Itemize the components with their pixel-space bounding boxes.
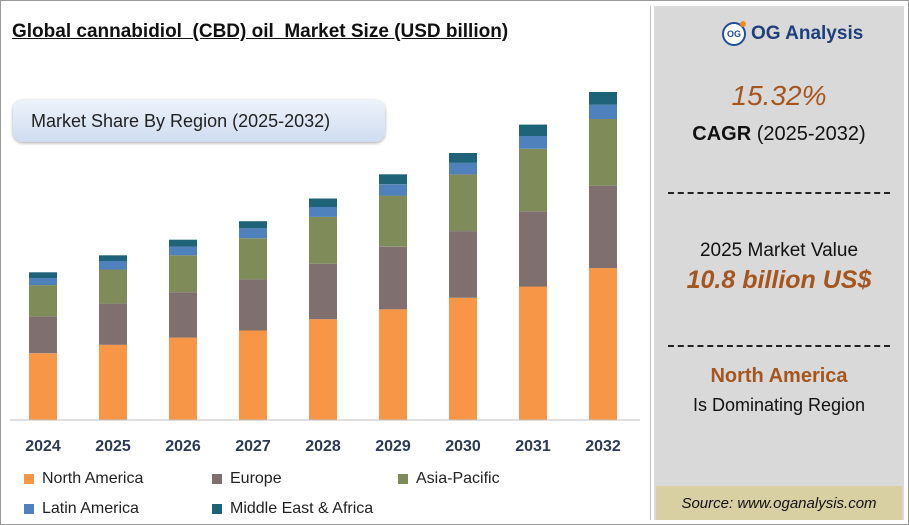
- panel-divider: [650, 6, 651, 520]
- bar-segment-2025-latin-america: [99, 261, 127, 270]
- legend-swatch-asia-pacific: [398, 474, 408, 484]
- dominating-region: North America: [710, 365, 848, 387]
- x-tick-label-2026: 2026: [165, 438, 201, 455]
- x-tick-labels: 2024 2025 2026 2027 2028 2029 2030 2031 2032: [25, 438, 621, 455]
- x-tick-label-2032: 2032: [585, 438, 621, 455]
- bar-segment-2025-north-america: [99, 344, 127, 420]
- bar-segment-2031-north-america: [519, 286, 547, 420]
- cagr-label: CAGR (2025-2032): [654, 123, 904, 146]
- cagr-label-bold: CAGR: [692, 123, 752, 145]
- legend-swatch-latin-america: [24, 504, 34, 514]
- region-share-label-text: Market Share By Region (2025-2032): [31, 110, 331, 131]
- bar-segment-2029-asia-pacific: [379, 195, 407, 247]
- legend-swatch-europe: [212, 474, 222, 484]
- bar-segment-2032-latin-america: [589, 104, 617, 119]
- legend-item-middle-east-africa: Middle East & Africa: [212, 500, 373, 518]
- bar-segment-2030-asia-pacific: [449, 174, 477, 232]
- dominating-region-label: Is Dominating Region: [692, 395, 866, 415]
- legend-item-europe: Europe: [212, 470, 282, 488]
- bar-segment-2029-latin-america: [379, 184, 407, 196]
- x-tick-label-2028: 2028: [305, 438, 341, 455]
- chart-title: Global cannabidiol (CBD) oil Market Size…: [12, 21, 509, 42]
- market-value: 10.8 billion US$: [686, 266, 872, 294]
- og-logo-mark: OG: [726, 29, 741, 39]
- bar-segment-2031-europe: [519, 211, 547, 287]
- bar-segment-2031-asia-pacific: [519, 148, 547, 212]
- legend-item-north-america: North America: [24, 470, 143, 488]
- bar-segment-2024-asia-pacific: [29, 285, 57, 317]
- bar-segment-2032-europe: [589, 185, 617, 269]
- logo-dot-icon: [740, 21, 746, 27]
- bar-segment-2029-europe: [379, 246, 407, 310]
- stacked-bar-chart: 2024 2025 2026 2027 2028 2029 2030 2031 2032: [10, 92, 640, 455]
- bar-segment-2031-middle-east-africa: [519, 124, 547, 136]
- og-analysis-logo: OG OG Analysis: [722, 21, 864, 46]
- x-tick-label-2030: 2030: [445, 438, 481, 455]
- x-tick-label-2024: 2024: [25, 438, 61, 455]
- og-logo-icon: OG: [722, 21, 746, 46]
- bars-layer: [29, 92, 617, 420]
- legend-label-middle-east-africa: Middle East & Africa: [230, 500, 374, 517]
- cagr-value: 15.32%: [731, 80, 827, 111]
- bar-segment-2030-north-america: [449, 297, 477, 420]
- bar-segment-2027-asia-pacific: [239, 238, 267, 280]
- legend-swatch-north-america: [24, 474, 34, 484]
- bar-segment-2026-asia-pacific: [169, 255, 197, 293]
- divider-dashed-1: [668, 192, 890, 194]
- bar-segment-2024-north-america: [29, 353, 57, 420]
- bar-segment-2027-europe: [239, 279, 267, 331]
- bar-segment-2032-north-america: [589, 268, 617, 420]
- legend-label-asia-pacific: Asia-Pacific: [416, 470, 500, 487]
- bar-segment-2029-north-america: [379, 309, 407, 420]
- bar-segment-2025-middle-east-africa: [99, 255, 127, 261]
- bar-segment-2028-latin-america: [309, 207, 337, 217]
- bar-segment-2032-middle-east-africa: [589, 92, 617, 105]
- legend: North America Europe Asia-Pacific Latin …: [18, 466, 638, 522]
- bar-segment-2028-north-america: [309, 319, 337, 420]
- bar-segment-2027-latin-america: [239, 228, 267, 239]
- x-tick-label-2025: 2025: [95, 438, 131, 455]
- legend-item-latin-america: Latin America: [24, 500, 139, 518]
- bar-segment-2024-europe: [29, 316, 57, 354]
- bar-segment-2030-middle-east-africa: [449, 153, 477, 163]
- region-share-label: Market Share By Region (2025-2032): [13, 100, 385, 142]
- source-box: Source: www.oganalysis.com: [656, 486, 902, 520]
- legend-label-north-america: North America: [42, 470, 144, 487]
- bar-segment-2026-latin-america: [169, 246, 197, 256]
- bar-segment-2025-europe: [99, 303, 127, 345]
- bar-segment-2025-asia-pacific: [99, 269, 127, 304]
- bar-segment-2028-middle-east-africa: [309, 198, 337, 207]
- x-tick-label-2027: 2027: [235, 438, 271, 455]
- x-tick-label-2029: 2029: [375, 438, 411, 455]
- bar-segment-2026-north-america: [169, 337, 197, 420]
- bar-segment-2026-middle-east-africa: [169, 239, 197, 247]
- x-tick-label-2031: 2031: [515, 438, 551, 455]
- summary-panel: [654, 6, 904, 520]
- bar-segment-2032-asia-pacific: [589, 119, 617, 186]
- bar-segment-2030-latin-america: [449, 163, 477, 175]
- bar-segment-2031-latin-america: [519, 136, 547, 149]
- logo-text: OG Analysis: [751, 23, 864, 44]
- cagr-label-period: (2025-2032): [751, 123, 866, 145]
- legend-label-latin-america: Latin America: [42, 500, 139, 517]
- bar-segment-2028-europe: [309, 263, 337, 320]
- source-text: Source: www.oganalysis.com: [681, 494, 877, 512]
- bar-segment-2029-middle-east-africa: [379, 174, 407, 185]
- market-value-label: 2025 Market Value: [699, 240, 859, 261]
- bar-segment-2024-latin-america: [29, 278, 57, 286]
- bar-segment-2026-europe: [169, 292, 197, 338]
- legend-swatch-middle-east-africa: [212, 504, 222, 514]
- bar-segment-2030-europe: [449, 231, 477, 298]
- divider-dashed-2: [668, 345, 890, 347]
- bar-segment-2027-middle-east-africa: [239, 221, 267, 229]
- legend-label-europe: Europe: [230, 470, 282, 487]
- bar-segment-2024-middle-east-africa: [29, 272, 57, 278]
- legend-item-asia-pacific: Asia-Pacific: [398, 470, 500, 488]
- bar-segment-2027-north-america: [239, 330, 267, 420]
- bar-segment-2028-asia-pacific: [309, 216, 337, 264]
